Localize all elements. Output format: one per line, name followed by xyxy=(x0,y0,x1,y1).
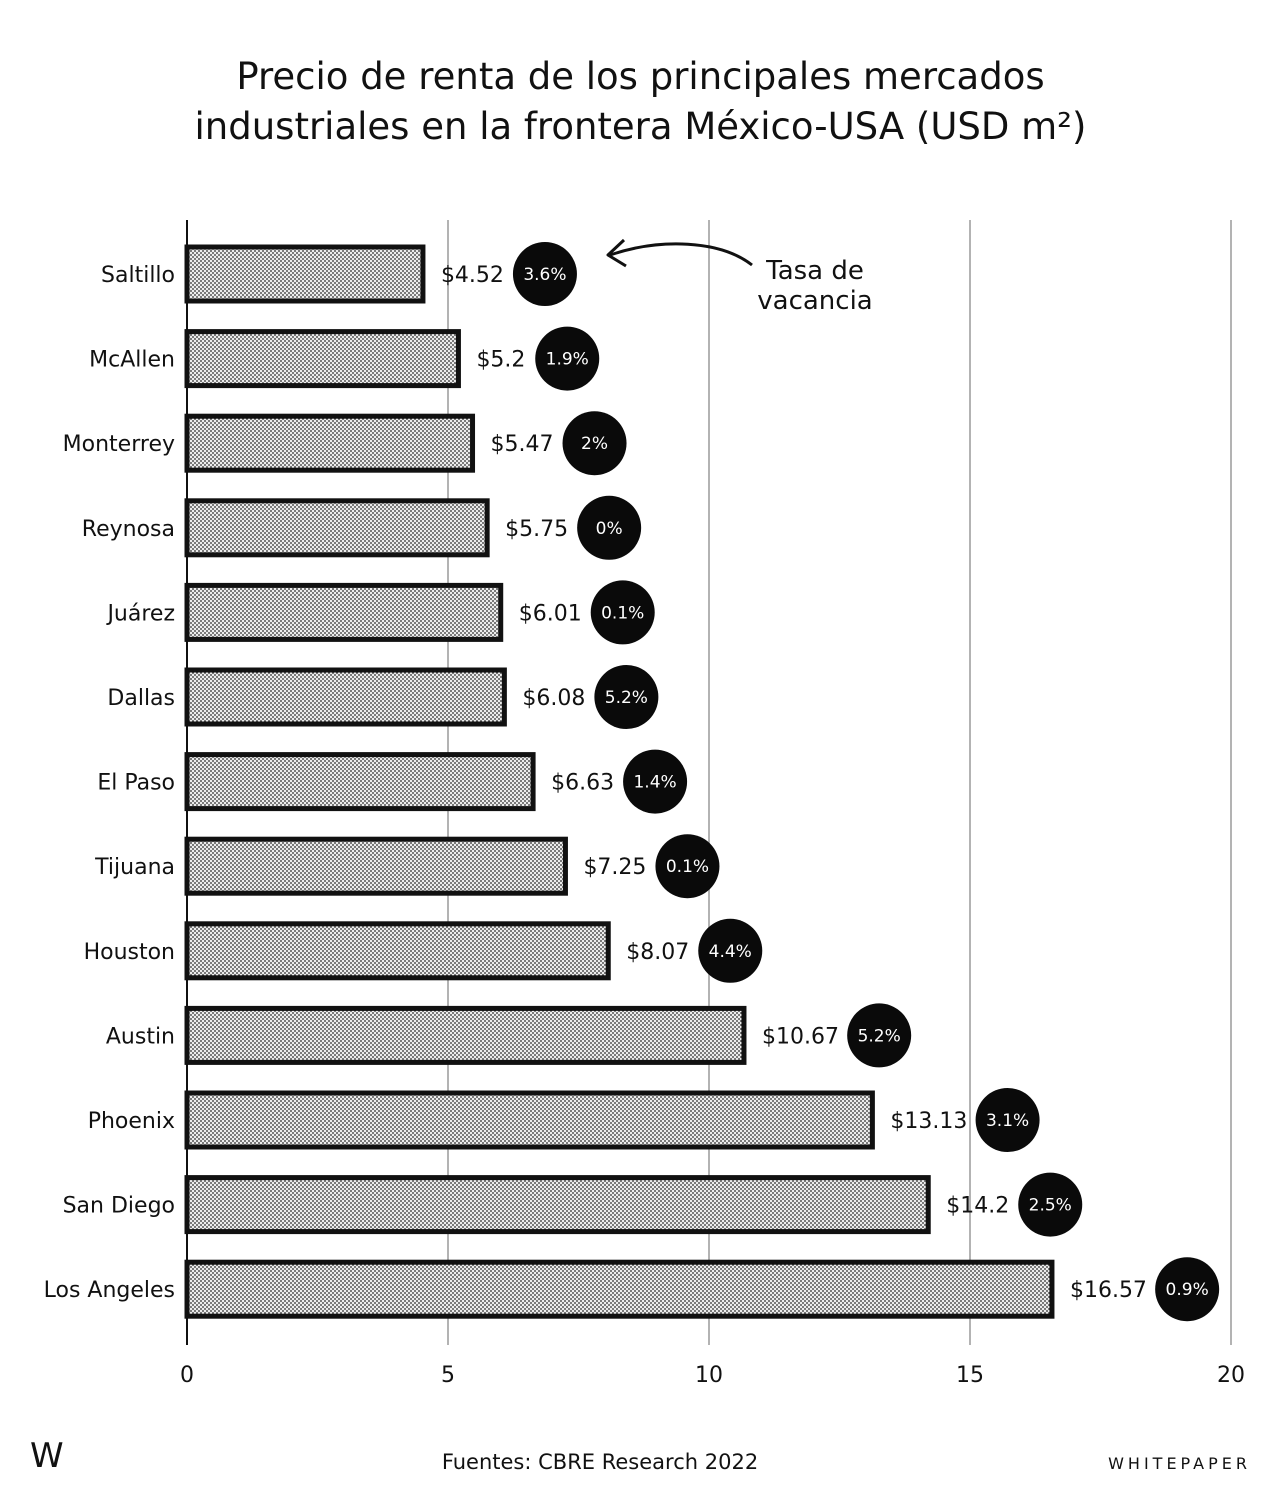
value-label: $7.25 xyxy=(583,855,646,880)
category-label: Saltillo xyxy=(101,263,175,288)
vacancy-badge xyxy=(655,834,720,899)
category-label: McAllen xyxy=(89,348,175,373)
bar xyxy=(184,836,568,896)
category-label: El Paso xyxy=(97,771,175,796)
value-label: $5.47 xyxy=(491,432,554,457)
category-label: Juárez xyxy=(105,601,175,626)
chart-title-line-2: industriales en la frontera México-USA (… xyxy=(194,105,1087,148)
vacancy-label: 3.1% xyxy=(986,1111,1029,1131)
bar xyxy=(184,1175,931,1235)
value-label: $4.52 xyxy=(441,263,504,288)
value-label: $5.75 xyxy=(505,517,568,542)
vacancy-badge xyxy=(535,326,600,391)
value-label: $8.07 xyxy=(626,940,689,965)
bar xyxy=(184,329,461,389)
x-tick-label: 5 xyxy=(441,1363,455,1388)
category-label: Los Angeles xyxy=(44,1278,175,1303)
bars xyxy=(184,244,1055,1319)
vacancy-badge xyxy=(562,411,627,476)
annotation-arrow xyxy=(609,242,753,267)
vacancy-label: 0.9% xyxy=(1166,1280,1209,1300)
chart-title: Precio de renta de los principales merca… xyxy=(0,52,1281,152)
vacancy-badge xyxy=(975,1088,1040,1152)
value-label: $5.2 xyxy=(476,348,525,373)
vacancy-badge xyxy=(1018,1172,1083,1237)
value-label: $14.2 xyxy=(946,1194,1009,1219)
vacancy-badge xyxy=(512,242,577,306)
bar xyxy=(184,413,476,473)
bar xyxy=(184,582,504,642)
footer-source: Fuentes: CBRE Research 2022 xyxy=(441,1450,759,1474)
annotation-line-1: Tasa de xyxy=(766,256,864,286)
chart-title-line-1: Precio de renta de los principales merca… xyxy=(236,55,1045,98)
vacancy-badge xyxy=(623,749,688,814)
vacancy-label: 1.9% xyxy=(546,350,589,370)
x-tick-label: 10 xyxy=(695,1363,723,1388)
vacancy-badge xyxy=(1155,1257,1220,1322)
vacancy-badge xyxy=(847,1003,912,1068)
vacancy-label: 2.5% xyxy=(1029,1196,1072,1216)
footer-brand: WHITEPAPER xyxy=(1108,1454,1251,1473)
vacancy-label: 0% xyxy=(596,519,623,539)
bar xyxy=(184,1090,875,1150)
labels: Saltillo $4.52 3.6% McAllen $5.2 1.9% Monterre… xyxy=(44,242,1220,1322)
value-label: $6.01 xyxy=(519,601,582,626)
footer-logo: W xyxy=(30,1436,64,1476)
bar xyxy=(184,921,611,981)
vacancy-label: 0.1% xyxy=(666,857,709,877)
value-label: $10.67 xyxy=(762,1024,839,1049)
x-tick-label: 20 xyxy=(1217,1363,1245,1388)
x-tick-label: 0 xyxy=(180,1363,194,1388)
value-label: $6.63 xyxy=(551,771,614,796)
vacancy-badge xyxy=(594,665,659,729)
bar xyxy=(184,667,507,727)
annotation-arrowhead xyxy=(606,238,627,268)
annotation-line-2: vacancia xyxy=(757,286,873,316)
vacancy-label: 0.1% xyxy=(601,603,644,623)
value-label: $16.57 xyxy=(1070,1278,1147,1303)
vacancy-label: 5.2% xyxy=(858,1026,901,1046)
bar xyxy=(184,1005,747,1065)
vacancy-badge xyxy=(577,495,642,560)
category-label: Tijuana xyxy=(94,855,175,880)
category-label: Phoenix xyxy=(88,1109,175,1134)
bar-chart: Saltillo $4.52 3.6% McAllen $5.2 1.9% Monterre… xyxy=(44,220,1245,1388)
category-label: Houston xyxy=(84,940,175,965)
bar xyxy=(184,1259,1055,1319)
bar xyxy=(184,752,536,812)
vacancy-annotation: Tasa de vacancia xyxy=(720,256,910,316)
vacancy-badge xyxy=(698,918,763,983)
bar xyxy=(184,244,426,304)
vacancy-badge xyxy=(590,580,655,645)
x-tick-label: 15 xyxy=(956,1363,984,1388)
value-label: $13.13 xyxy=(890,1109,967,1134)
vacancy-label: 1.4% xyxy=(633,773,676,793)
category-label: Monterrey xyxy=(63,432,175,457)
category-label: San Diego xyxy=(63,1194,175,1219)
vacancy-label: 3.6% xyxy=(523,265,566,285)
vacancy-label: 4.4% xyxy=(709,942,752,962)
category-label: Austin xyxy=(106,1024,175,1049)
vacancy-label: 2% xyxy=(581,434,608,454)
category-label: Reynosa xyxy=(82,517,175,542)
bar xyxy=(184,498,490,558)
vacancy-label: 5.2% xyxy=(605,688,648,708)
value-label: $6.08 xyxy=(522,686,585,711)
x-axis: 0 5 10 15 20 xyxy=(180,1363,1245,1388)
category-label: Dallas xyxy=(107,686,175,711)
